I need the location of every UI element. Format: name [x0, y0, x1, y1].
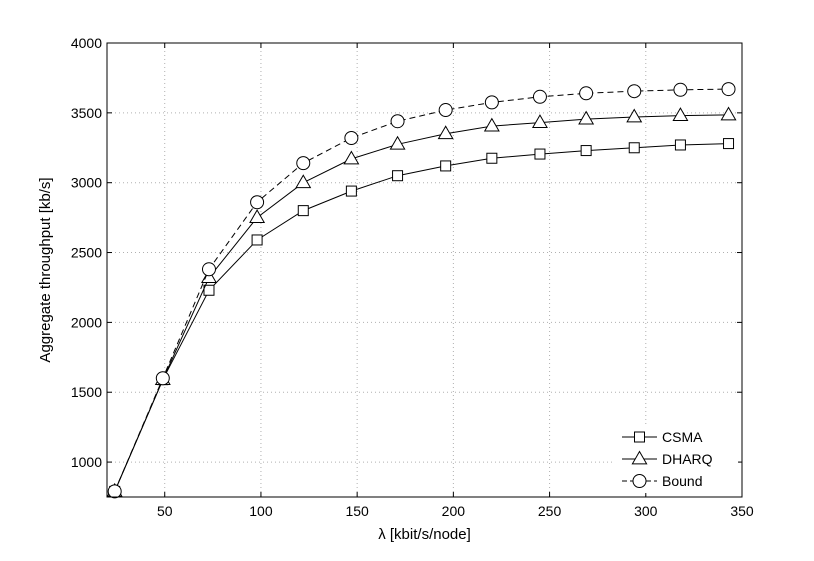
data-point-triangle: [437, 125, 454, 140]
data-point-circle: [484, 95, 499, 110]
x-tick-label: 250: [538, 503, 562, 519]
data-point-square: [486, 152, 498, 164]
data-point-circle: [627, 84, 642, 99]
data-point-circle: [532, 89, 547, 104]
axis-ticks: 50 100 150 200 250 300 350 1000 1500 2000 2500 3000…: [71, 35, 754, 519]
data-point-triangle: [672, 107, 689, 122]
y-tick-label: 2000: [71, 314, 102, 330]
data-point-triangle: [343, 150, 360, 165]
y-tick-label: 3500: [71, 105, 102, 121]
legend-label: CSMA: [662, 429, 703, 445]
data-point-circle: [107, 484, 122, 499]
data-point-triangle: [626, 108, 643, 123]
legend-entry: Bound: [622, 473, 702, 489]
y-axis-label: Aggregate throughput [kb/s]: [37, 177, 54, 362]
data-point-circle: [296, 156, 311, 171]
legend-entry: DHARQ: [622, 450, 713, 467]
data-point-circle: [201, 262, 216, 277]
legend-label: Bound: [662, 473, 702, 489]
data-point-square: [392, 170, 404, 182]
x-axis-label: λ [kbit/s/node]: [378, 526, 471, 543]
legend-marker-circle: [632, 474, 647, 488]
data-point-square: [534, 148, 546, 160]
series-line: [114, 88, 729, 492]
data-point-triangle: [389, 135, 406, 150]
legend-entry: CSMA: [622, 429, 703, 445]
series-line: [114, 143, 729, 492]
data-point-triangle: [720, 106, 737, 121]
data-point-triangle: [531, 114, 548, 128]
x-tick-label: 300: [634, 503, 658, 519]
data-point-triangle: [249, 209, 266, 223]
x-tick-label: 100: [249, 503, 273, 519]
legend-label: DHARQ: [662, 451, 713, 467]
data-point-square: [628, 142, 640, 154]
x-tick-label: 350: [730, 503, 754, 519]
legend-marker-triangle: [631, 450, 648, 465]
legend: CSMA DHARQ Bound: [614, 424, 738, 493]
y-tick-label: 2500: [71, 245, 102, 261]
x-tick-label: 150: [345, 503, 369, 519]
plot-frame: [106, 42, 743, 498]
data-point-square: [203, 284, 215, 296]
y-tick-label: 1000: [71, 454, 102, 470]
data-point-circle: [579, 86, 594, 101]
data-point-triangle: [295, 174, 312, 189]
data-point-circle: [250, 195, 265, 210]
data-point-square: [345, 185, 357, 197]
data-point-triangle: [578, 110, 595, 125]
data-point-square: [440, 160, 452, 172]
data-point-square: [580, 145, 592, 157]
legend-marker-square: [634, 431, 645, 443]
data-point-triangle: [483, 117, 500, 132]
data-point-circle: [721, 82, 736, 97]
data-point-square: [723, 138, 735, 150]
series-bound: [107, 82, 736, 499]
x-tick-label: 200: [442, 503, 466, 519]
data-point-circle: [344, 130, 359, 145]
data-point-square: [674, 139, 686, 151]
data-point-square: [297, 205, 309, 217]
data-point-square: [251, 234, 263, 246]
data-point-triangle: [200, 269, 217, 284]
series-line: [114, 114, 729, 492]
series-group: [106, 82, 737, 499]
x-tick-label: 50: [157, 503, 173, 519]
data-point-circle: [390, 114, 405, 129]
y-tick-label: 3000: [71, 175, 102, 191]
y-tick-label: 1500: [71, 384, 102, 400]
data-point-circle: [155, 371, 170, 386]
y-tick-label: 4000: [71, 35, 102, 51]
data-point-circle: [438, 103, 453, 118]
data-point-circle: [673, 82, 688, 97]
